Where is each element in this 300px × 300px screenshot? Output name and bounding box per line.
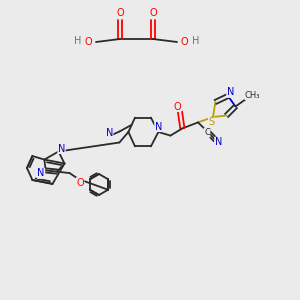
- Text: N: N: [227, 87, 234, 98]
- Text: C: C: [204, 128, 210, 137]
- Text: O: O: [149, 8, 157, 18]
- Text: N: N: [38, 168, 45, 178]
- Text: O: O: [76, 178, 84, 188]
- Text: O: O: [116, 8, 124, 18]
- Text: O: O: [173, 101, 181, 112]
- Text: O: O: [85, 37, 92, 47]
- Text: O: O: [181, 37, 188, 47]
- Text: H: H: [192, 35, 199, 46]
- Text: N: N: [58, 143, 65, 154]
- Text: H: H: [74, 35, 81, 46]
- Text: N: N: [106, 128, 113, 138]
- Text: S: S: [208, 117, 214, 128]
- Text: N: N: [155, 122, 162, 132]
- Text: N: N: [215, 137, 222, 147]
- Text: CH₃: CH₃: [245, 91, 260, 100]
